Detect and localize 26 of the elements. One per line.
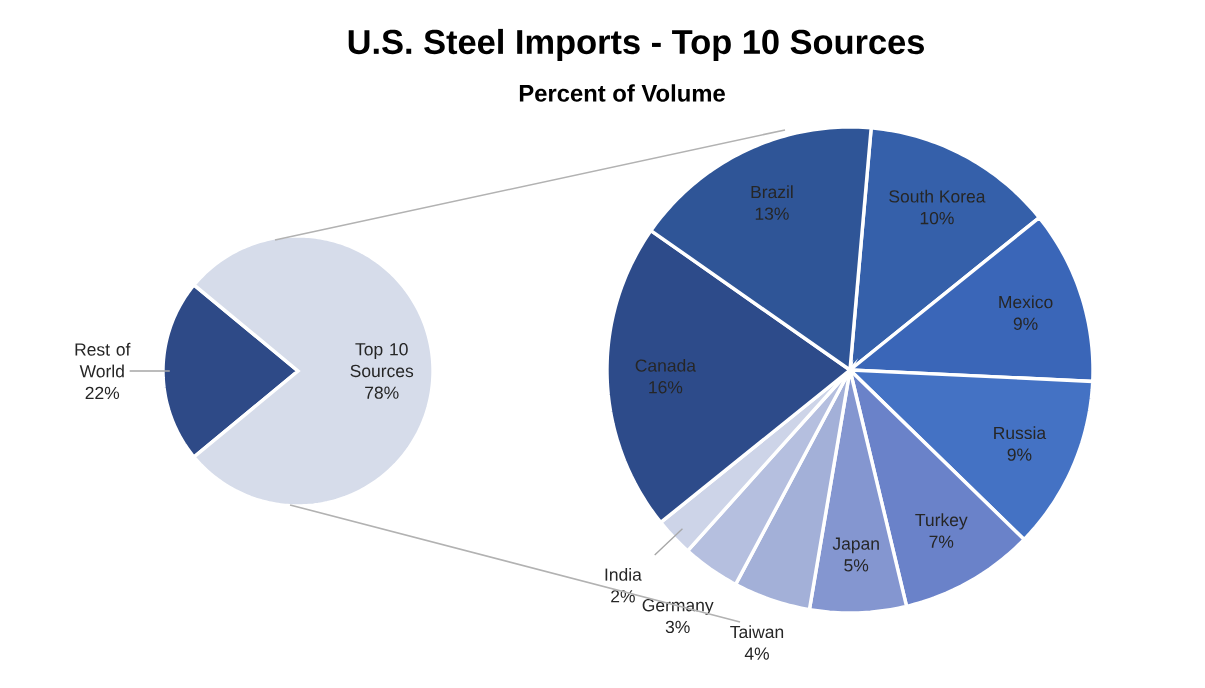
data-label: 16% <box>649 381 683 394</box>
slice-label: Rest of World <box>75 342 131 378</box>
slice-label: Taiwan <box>730 625 784 639</box>
data-label: 5% <box>844 559 869 572</box>
slice-label: Canada <box>635 358 696 372</box>
slice-label: Turkey <box>915 513 968 530</box>
slice-label: Japan <box>832 537 879 554</box>
data-label: 78% <box>365 386 399 399</box>
slice-label: Top 10 Sources <box>350 343 414 378</box>
data-label: 13% <box>755 207 789 220</box>
slice-label: Mexico <box>999 295 1053 309</box>
data-label: 4% <box>744 647 769 660</box>
data-label: 10% <box>920 211 954 225</box>
chart-title: U.S. Steel Imports - Top 10 Sources <box>348 28 924 61</box>
data-label: 2% <box>611 590 635 603</box>
data-label: 22% <box>85 386 120 400</box>
slice-label: Germany <box>642 599 714 615</box>
data-label: 3% <box>665 620 690 634</box>
data-label: 7% <box>929 535 954 548</box>
slice-label: Russia <box>994 426 1047 440</box>
chart-subtitle: Percent of Volume <box>519 84 725 102</box>
slice-label: South Korea <box>889 189 986 203</box>
data-label: 9% <box>1007 448 1032 461</box>
data-label: 9% <box>1013 317 1038 330</box>
slice-label: Brazil <box>751 185 793 199</box>
slice-label: India <box>605 567 642 581</box>
